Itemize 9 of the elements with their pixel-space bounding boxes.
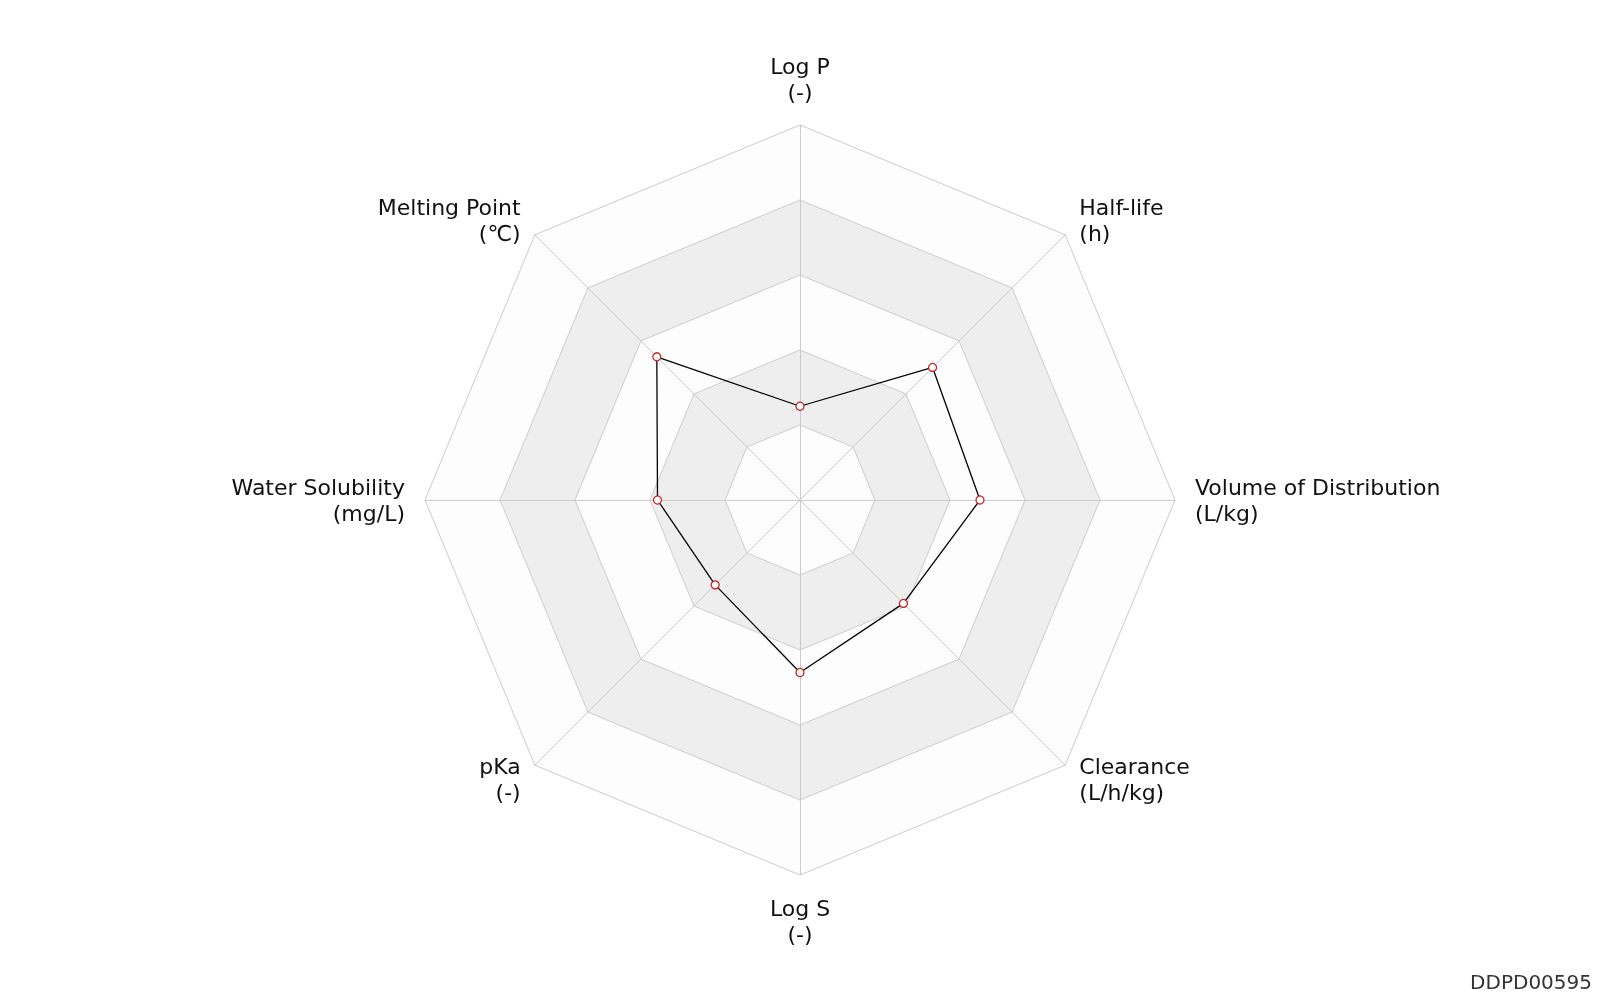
spoke-label: Log S (-) (769, 895, 831, 947)
spoke-label: Water Solubility (mg/L) (231, 474, 405, 526)
spoke-label: Half-life (h) (1079, 195, 1164, 247)
spoke-label: Clearance (L/h/kg) (1079, 753, 1190, 805)
spoke-label: Melting Point (℃) (377, 195, 522, 247)
text: DDPD00595 (1470, 970, 1593, 994)
spoke-label: pKa (-) (479, 753, 521, 805)
spoke-label: Log P (-) (770, 53, 830, 105)
spoke-label: Volume of Distribution (L/kg) (1195, 474, 1441, 526)
